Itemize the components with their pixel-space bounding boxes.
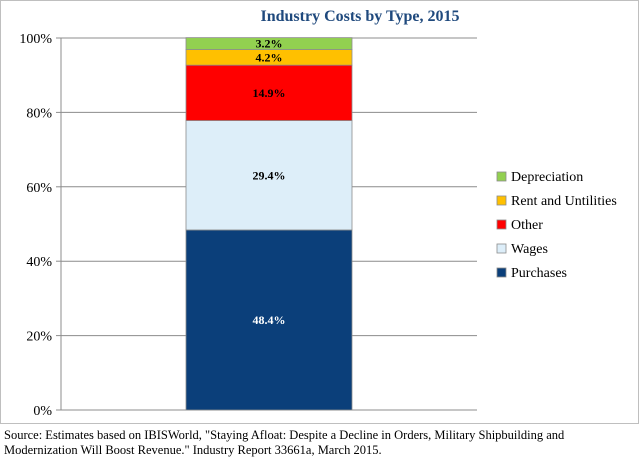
data-label-depreciation: 3.2%: [256, 37, 283, 51]
chart-title: Industry Costs by Type, 2015: [260, 8, 459, 25]
legend-label-rent-and-untilities: Rent and Untilities: [511, 194, 617, 209]
source-note: Source: Estimates based on IBISWorld, "S…: [4, 428, 565, 457]
y-tick-label: 40%: [26, 255, 52, 270]
legend-swatch-other: [496, 219, 507, 230]
bars: [185, 37, 353, 411]
y-axis: 0% 20% 40% 60% 80% 100%: [19, 32, 477, 419]
y-tick-label: 60%: [26, 181, 52, 196]
legend-swatch-rent-and-untilities: [496, 195, 507, 206]
stacked-bar-chart: Industry Costs by Type, 2015 0% 20% 40% 60%…: [19, 8, 617, 419]
legend-label-wages: Wages: [511, 242, 548, 257]
legend: Depreciation Rent and Untilities Other Wage…: [496, 170, 617, 281]
data-label-rent-and-untilities: 4.2%: [256, 50, 283, 64]
y-tick-label: 20%: [26, 330, 52, 345]
legend-swatch-depreciation: [496, 171, 507, 182]
data-label-wages: 29.4%: [253, 168, 286, 182]
legend-label-depreciation: Depreciation: [511, 170, 583, 185]
legend-swatch-wages: [496, 243, 507, 254]
bar-segment-depreciation: [185, 37, 353, 50]
y-tick-label: 0%: [33, 404, 52, 419]
legend-swatch-purchases: [496, 267, 507, 278]
legend-label-purchases: Purchases: [511, 266, 567, 281]
data-labels: 48.4% 29.4% 14.9% 4.2%3.2%: [253, 37, 286, 327]
bar-segment-wages: [185, 120, 353, 231]
y-tick-label: 80%: [26, 106, 52, 121]
y-tick-label: 100%: [19, 32, 52, 47]
chart-frame: [0, 0, 639, 424]
bar-segment-other: [185, 64, 353, 121]
bar-segment-purchases: [185, 229, 353, 411]
data-label-purchases: 48.4%: [253, 313, 286, 327]
data-label-other: 14.9%: [253, 86, 286, 100]
legend-label-other: Other: [511, 218, 543, 233]
